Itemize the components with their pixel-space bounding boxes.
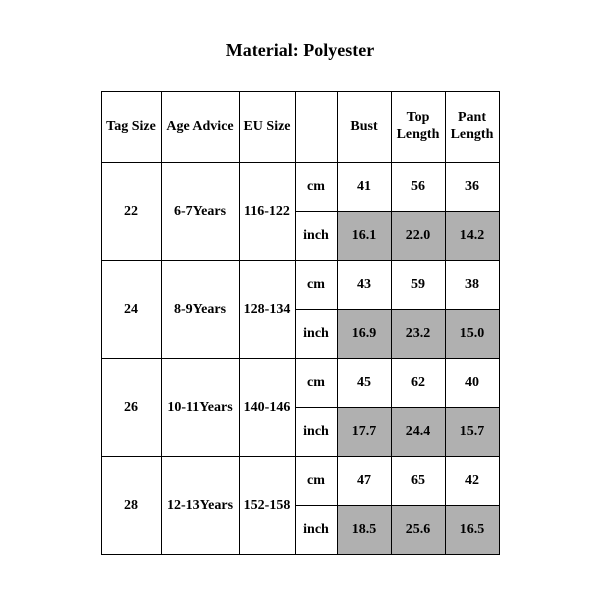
col-age-advice: Age Advice <box>161 92 239 163</box>
table-row: 26 10-11Years 140-146 cm 45 62 40 <box>101 359 499 408</box>
cell-bust: 45 <box>337 359 391 408</box>
cell-top: 22.0 <box>391 212 445 261</box>
cell-pant: 15.7 <box>445 408 499 457</box>
cell-bust: 16.9 <box>337 310 391 359</box>
cell-unit-inch: inch <box>295 506 337 555</box>
cell-top: 56 <box>391 163 445 212</box>
cell-bust: 47 <box>337 457 391 506</box>
cell-unit-cm: cm <box>295 163 337 212</box>
cell-bust: 18.5 <box>337 506 391 555</box>
cell-pant: 36 <box>445 163 499 212</box>
cell-unit-cm: cm <box>295 261 337 310</box>
table-row: 24 8-9Years 128-134 cm 43 59 38 <box>101 261 499 310</box>
cell-tag: 26 <box>101 359 161 457</box>
col-pant-length-l2: Length <box>446 127 499 144</box>
cell-top: 23.2 <box>391 310 445 359</box>
col-eu-size: EU Size <box>239 92 295 163</box>
cell-pant: 42 <box>445 457 499 506</box>
cell-age: 10-11Years <box>161 359 239 457</box>
col-bust: Bust <box>337 92 391 163</box>
cell-bust: 16.1 <box>337 212 391 261</box>
cell-pant: 15.0 <box>445 310 499 359</box>
cell-age: 6-7Years <box>161 163 239 261</box>
col-top-length-l1: Top <box>392 110 445 127</box>
col-top-length: Top Length <box>391 92 445 163</box>
table-row: 28 12-13Years 152-158 cm 47 65 42 <box>101 457 499 506</box>
cell-unit-cm: cm <box>295 457 337 506</box>
table-header-row: Tag Size Age Advice EU Size Bust Top Len… <box>101 92 499 163</box>
col-tag-size: Tag Size <box>101 92 161 163</box>
cell-bust: 17.7 <box>337 408 391 457</box>
cell-bust: 41 <box>337 163 391 212</box>
cell-top: 24.4 <box>391 408 445 457</box>
cell-pant: 38 <box>445 261 499 310</box>
cell-age: 8-9Years <box>161 261 239 359</box>
cell-eu: 152-158 <box>239 457 295 555</box>
cell-age: 12-13Years <box>161 457 239 555</box>
page-title: Material: Polyester <box>0 40 600 61</box>
cell-eu: 128-134 <box>239 261 295 359</box>
table-row: 22 6-7Years 116-122 cm 41 56 36 <box>101 163 499 212</box>
cell-tag: 28 <box>101 457 161 555</box>
cell-unit-inch: inch <box>295 310 337 359</box>
cell-top: 25.6 <box>391 506 445 555</box>
cell-unit-cm: cm <box>295 359 337 408</box>
cell-tag: 22 <box>101 163 161 261</box>
cell-eu: 116-122 <box>239 163 295 261</box>
col-top-length-l2: Length <box>392 127 445 144</box>
page: Material: Polyester Tag Size Age Advice … <box>0 0 600 600</box>
col-pant-length: Pant Length <box>445 92 499 163</box>
cell-top: 59 <box>391 261 445 310</box>
cell-pant: 16.5 <box>445 506 499 555</box>
cell-pant: 14.2 <box>445 212 499 261</box>
size-table: Tag Size Age Advice EU Size Bust Top Len… <box>101 91 500 555</box>
cell-bust: 43 <box>337 261 391 310</box>
col-pant-length-l1: Pant <box>446 110 499 127</box>
cell-unit-inch: inch <box>295 212 337 261</box>
cell-pant: 40 <box>445 359 499 408</box>
cell-top: 62 <box>391 359 445 408</box>
cell-unit-inch: inch <box>295 408 337 457</box>
cell-eu: 140-146 <box>239 359 295 457</box>
cell-tag: 24 <box>101 261 161 359</box>
cell-top: 65 <box>391 457 445 506</box>
col-unit <box>295 92 337 163</box>
